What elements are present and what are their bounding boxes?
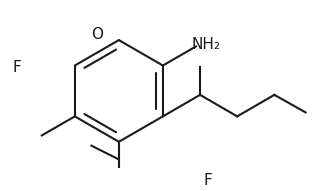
Text: NH₂: NH₂ — [191, 37, 220, 52]
Text: F: F — [12, 60, 21, 75]
Text: F: F — [204, 173, 213, 188]
Text: O: O — [91, 27, 103, 42]
